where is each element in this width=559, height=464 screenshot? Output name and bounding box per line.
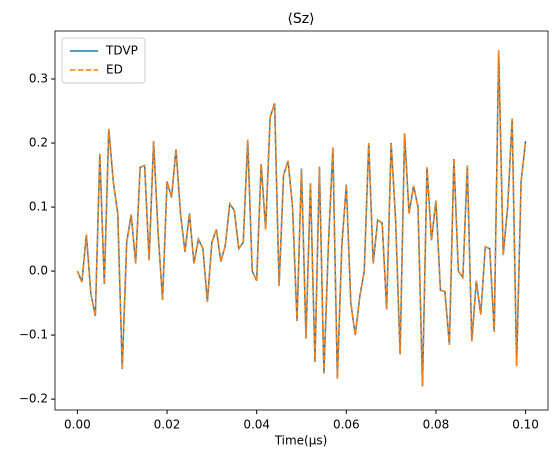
legend-label: TDVP xyxy=(105,44,138,58)
x-tick-label: 0.10 xyxy=(512,418,539,432)
y-tick-label: 0.1 xyxy=(29,200,48,214)
series-line xyxy=(76,50,527,387)
y-tick-label: 0.2 xyxy=(29,136,48,150)
legend-box xyxy=(61,37,146,84)
chart-title: ⟨Sz⟩ xyxy=(287,11,314,27)
x-tick-label: 0.06 xyxy=(333,418,360,432)
x-tick-label: 0.02 xyxy=(154,418,181,432)
y-tick-label: −0.2 xyxy=(19,392,48,406)
y-tick-label: 0.3 xyxy=(29,72,48,86)
plot-frame xyxy=(54,30,549,411)
x-tick-label: 0.00 xyxy=(64,418,91,432)
x-axis-label: Time(μs) xyxy=(274,434,328,448)
y-tick-label: −0.1 xyxy=(19,328,48,342)
x-tick-label: 0.08 xyxy=(423,418,450,432)
legend-label: ED xyxy=(106,63,123,77)
series-line xyxy=(76,50,527,387)
x-tick-label: 0.04 xyxy=(243,418,270,432)
y-tick-label: 0.0 xyxy=(29,264,48,278)
